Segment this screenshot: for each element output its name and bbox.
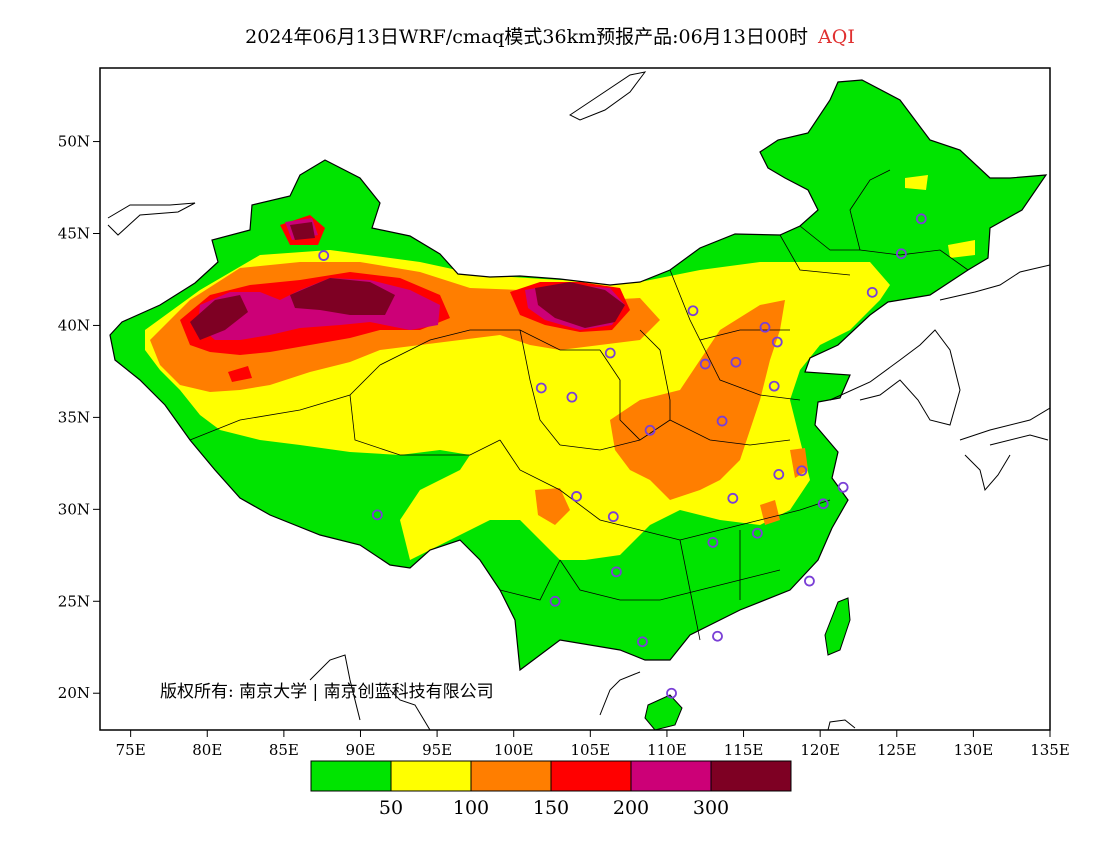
lon-tick-label: 80E: [192, 741, 222, 759]
legend-swatch: [630, 760, 712, 792]
legend-swatch: [390, 760, 472, 792]
lon-tick-label: 120E: [800, 741, 840, 759]
legend-label: 100: [453, 797, 489, 819]
lon-tick-label: 125E: [877, 741, 917, 759]
aqi-legend: 50 100 150 200 300: [310, 760, 792, 819]
title-main: 2024年06月13日WRF/cmaq模式36km预报产品:06月13日00时: [245, 26, 809, 48]
station-marker: [730, 356, 742, 368]
station-marker: [687, 305, 699, 317]
legend-label: 50: [379, 797, 403, 819]
station-marker: [773, 468, 785, 480]
station-marker: [637, 636, 648, 648]
station-marker: [699, 358, 711, 370]
station-marker: [837, 481, 849, 493]
taiwan-island: [824, 597, 851, 656]
station-marker: [318, 250, 330, 261]
legend-label: 200: [613, 797, 649, 819]
station-marker: [571, 491, 582, 502]
station-marker: [712, 630, 723, 642]
map-frame: [99, 67, 1051, 731]
station-marker: [666, 687, 677, 699]
monitoring-stations: [318, 213, 927, 699]
lat-tick-label: 30N: [58, 500, 90, 518]
lon-tick-label: 105E: [571, 741, 611, 759]
station-marker: [759, 321, 771, 333]
legend-swatch: [710, 760, 792, 792]
legend-swatch: [310, 760, 392, 792]
station-marker: [566, 391, 578, 403]
station-marker: [771, 336, 783, 348]
station-marker: [535, 382, 547, 394]
legend-swatch: [550, 760, 632, 792]
lat-tick-label: 40N: [58, 316, 90, 334]
copyright-text: 版权所有: 南京大学 | 南京创蓝科技有限公司: [160, 682, 494, 702]
lon-tick-label: 95E: [422, 741, 452, 759]
lon-tick-label: 130E: [954, 741, 994, 759]
station-marker: [751, 527, 763, 539]
station-marker: [716, 415, 728, 427]
lat-tick-label: 45N: [58, 225, 90, 243]
legend-swatch: [470, 760, 552, 792]
station-marker: [371, 509, 383, 521]
lon-tick-label: 75E: [116, 741, 146, 759]
lat-tick-label: 50N: [58, 133, 90, 151]
map-axes: 75E 80E 85E 90E 95E 100E 105E 110E 115E 120E 125E 1…: [58, 133, 1070, 759]
station-marker: [727, 492, 739, 504]
station-marker: [866, 286, 878, 298]
lat-tick-label: 35N: [58, 408, 90, 426]
station-marker: [607, 511, 619, 523]
title-variable: AQI: [818, 26, 855, 48]
legend-label: 150: [533, 797, 569, 819]
station-marker: [804, 575, 815, 587]
station-marker: [610, 566, 622, 578]
lat-tick-label: 25N: [58, 592, 90, 610]
map-title: 2024年06月13日WRF/cmaq模式36km预报产品:06月13日00时 A…: [0, 22, 1100, 49]
coastlines: [107, 71, 1050, 730]
station-marker: [549, 595, 561, 607]
aqi-contours: [110, 80, 1046, 670]
legend-label: 300: [693, 797, 729, 819]
station-marker: [915, 213, 927, 225]
lon-tick-label: 85E: [269, 741, 299, 759]
province-boundaries: [189, 169, 969, 641]
lat-tick-label: 20N: [58, 684, 90, 702]
lon-tick-label: 90E: [345, 741, 375, 759]
lon-tick-label: 135E: [1030, 741, 1070, 759]
hainan-island: [644, 694, 683, 730]
station-marker: [895, 248, 907, 260]
station-marker: [817, 498, 829, 510]
station-marker: [768, 380, 780, 392]
lon-tick-label: 100E: [494, 741, 534, 759]
lon-tick-label: 115E: [724, 741, 764, 759]
station-marker: [604, 347, 616, 359]
station-marker: [796, 465, 808, 477]
country-boundary: [109, 79, 1048, 672]
station-marker: [644, 424, 656, 436]
lon-tick-label: 110E: [647, 741, 687, 759]
station-marker: [707, 537, 719, 548]
